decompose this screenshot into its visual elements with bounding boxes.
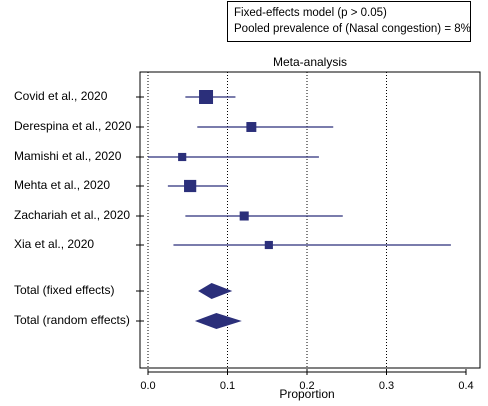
study-estimate-marker <box>264 240 273 250</box>
x-tick-label: 0.2 <box>299 380 314 392</box>
study-label: Mehta et al., 2020 <box>14 178 111 192</box>
study-label: Covid et al., 2020 <box>14 89 108 103</box>
study-estimate-marker <box>199 90 214 104</box>
study-label: Derespina et al., 2020 <box>14 119 132 133</box>
study-label: Xia et al., 2020 <box>14 237 95 251</box>
study-label: Total (fixed effects) <box>14 283 115 297</box>
study-estimate-marker <box>184 179 197 193</box>
study-label: Mamishi et al., 2020 <box>14 149 122 163</box>
x-tick-label: 0.1 <box>220 380 235 392</box>
chart-title: Meta-analysis <box>272 55 348 69</box>
plot-frame <box>139 71 481 369</box>
annotation-pooled-text: Pooled prevalence of (Nasal congestion) … <box>234 23 471 35</box>
study-estimate-marker <box>178 152 187 162</box>
study-label: Total (random effects) <box>14 313 130 327</box>
x-tick-label: 0.0 <box>140 380 155 392</box>
pooled-estimate-diamond <box>198 283 233 299</box>
x-tick-label: 0.4 <box>458 380 473 392</box>
x-axis-label: Proportion <box>279 387 334 401</box>
model-annotation-box: Fixed-effects model (p > 0.05) Pooled pr… <box>227 1 471 42</box>
x-tick-label: 0.3 <box>379 380 394 392</box>
study-estimate-marker <box>246 122 257 132</box>
study-estimate-marker <box>239 211 249 221</box>
study-label: Zachariah et al., 2020 <box>14 208 131 222</box>
annotation-model-text: Fixed-effects model (p > 0.05) <box>234 7 387 19</box>
pooled-estimate-diamond <box>194 313 242 329</box>
